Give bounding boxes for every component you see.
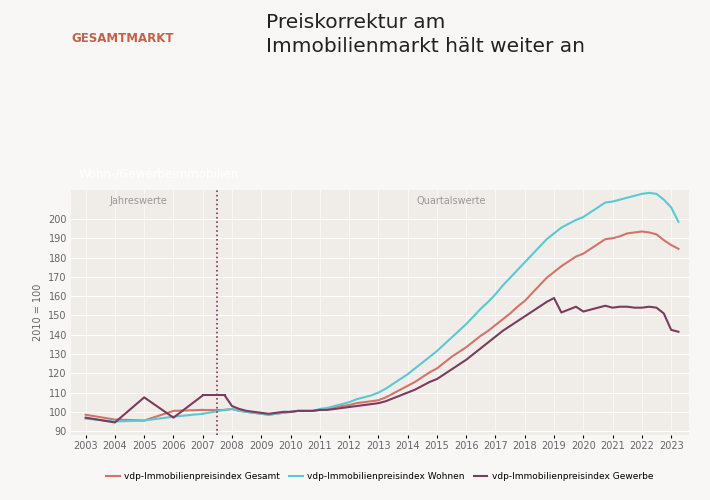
Text: Quartalswerte: Quartalswerte: [417, 196, 486, 206]
Y-axis label: 2010 = 100: 2010 = 100: [33, 284, 43, 341]
Text: Wohn-/Gewerbeimmobilien: Wohn-/Gewerbeimmobilien: [78, 168, 239, 181]
Text: Jahreswerte: Jahreswerte: [109, 196, 168, 206]
Text: GESAMTMARKT: GESAMTMARKT: [71, 32, 173, 46]
Text: Preiskorrektur am
Immobilienmarkt hält weiter an: Preiskorrektur am Immobilienmarkt hält w…: [266, 12, 585, 56]
Legend: vdp-Immobilienpreisindex Gesamt, vdp-Immobilienpreisindex Wohnen, vdp-Immobilien: vdp-Immobilienpreisindex Gesamt, vdp-Imm…: [103, 468, 657, 484]
